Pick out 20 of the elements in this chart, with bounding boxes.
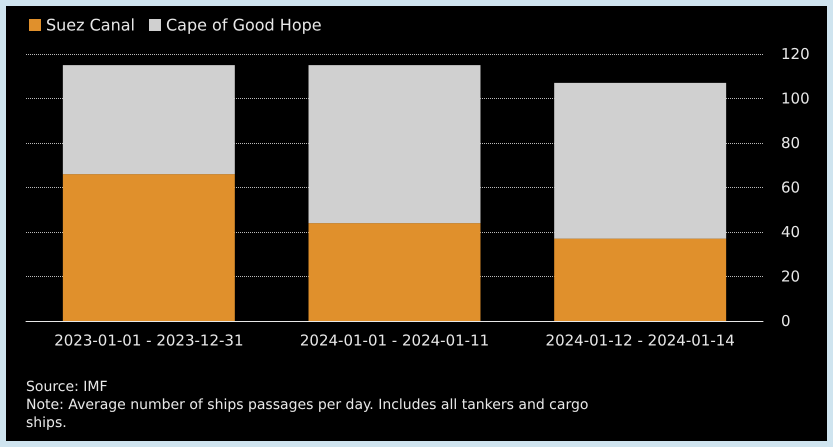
bar <box>308 223 480 321</box>
legend-label: Cape of Good Hope <box>166 16 322 34</box>
y-tick-label: 80 <box>781 134 800 152</box>
bar <box>554 238 726 321</box>
legend-label: Suez Canal <box>46 16 135 34</box>
y-tick-label: 120 <box>781 45 810 63</box>
y-tick-label: 60 <box>781 178 800 196</box>
y-tick-label: 100 <box>781 90 810 108</box>
bar <box>62 174 235 321</box>
y-tick-label: 20 <box>781 268 800 286</box>
x-tick-label: 2023-01-01 - 2023-12-31 <box>54 332 244 350</box>
text: Note: Average number of ships passages per day. Includes all tankers and cargo ships. <box>26 397 588 431</box>
y-tick-label: 0 <box>781 312 791 330</box>
source-note: Source: IMF <box>26 379 108 395</box>
y-tick-label: 40 <box>781 223 800 241</box>
x-tick-label: 2024-01-01 - 2024-01-11 <box>300 332 490 350</box>
bar <box>308 65 480 224</box>
x-tick-label: 2024-01-12 - 2024-01-14 <box>546 332 735 350</box>
bar <box>554 82 726 239</box>
bar <box>62 65 235 174</box>
